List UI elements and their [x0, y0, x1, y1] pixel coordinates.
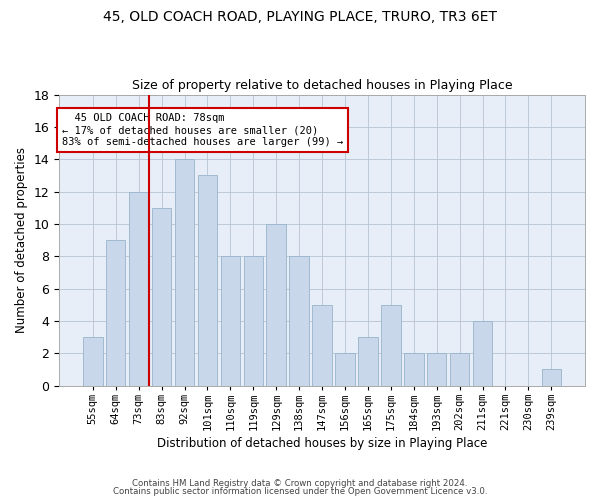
Bar: [197, 176, 217, 386]
Bar: [106, 240, 125, 386]
Bar: [175, 159, 194, 386]
Bar: [358, 337, 377, 386]
Bar: [542, 370, 561, 386]
Bar: [473, 321, 493, 386]
Text: 45, OLD COACH ROAD, PLAYING PLACE, TRURO, TR3 6ET: 45, OLD COACH ROAD, PLAYING PLACE, TRURO…: [103, 10, 497, 24]
Bar: [266, 224, 286, 386]
Bar: [404, 354, 424, 386]
Title: Size of property relative to detached houses in Playing Place: Size of property relative to detached ho…: [132, 79, 512, 92]
Bar: [83, 337, 103, 386]
Text: Contains HM Land Registry data © Crown copyright and database right 2024.: Contains HM Land Registry data © Crown c…: [132, 478, 468, 488]
Text: 45 OLD COACH ROAD: 78sqm
← 17% of detached houses are smaller (20)
83% of semi-d: 45 OLD COACH ROAD: 78sqm ← 17% of detach…: [62, 114, 343, 146]
Bar: [381, 305, 401, 386]
Bar: [221, 256, 240, 386]
Bar: [335, 354, 355, 386]
Bar: [152, 208, 172, 386]
Bar: [129, 192, 148, 386]
Bar: [289, 256, 309, 386]
Bar: [450, 354, 469, 386]
Y-axis label: Number of detached properties: Number of detached properties: [15, 147, 28, 333]
X-axis label: Distribution of detached houses by size in Playing Place: Distribution of detached houses by size …: [157, 437, 487, 450]
Text: Contains public sector information licensed under the Open Government Licence v3: Contains public sector information licen…: [113, 487, 487, 496]
Bar: [313, 305, 332, 386]
Bar: [244, 256, 263, 386]
Bar: [427, 354, 446, 386]
